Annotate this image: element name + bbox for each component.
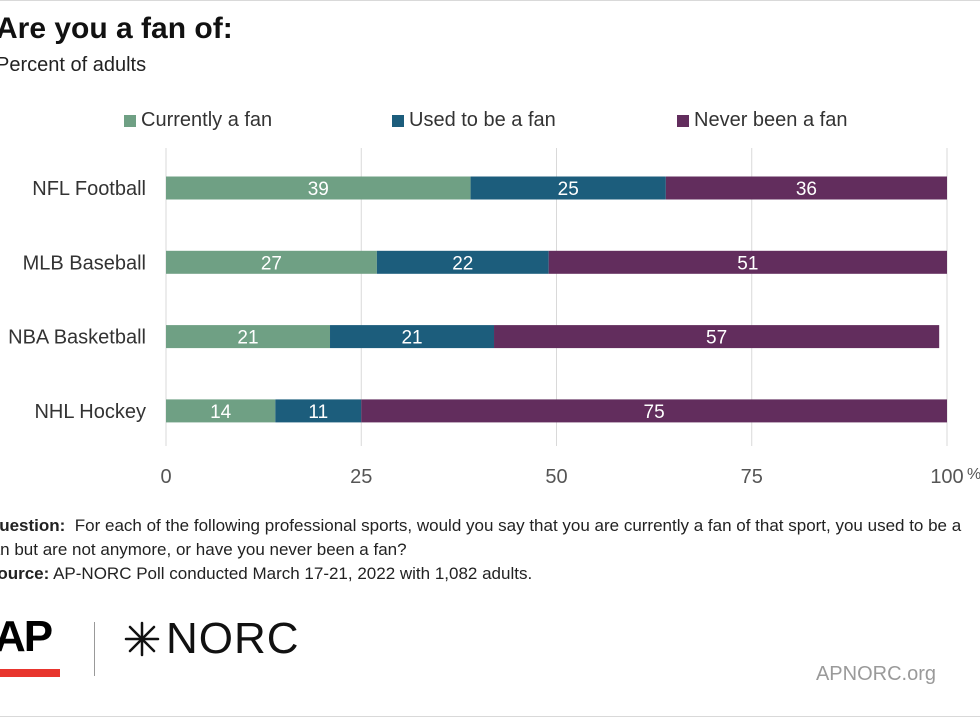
bar-segment bbox=[494, 325, 940, 349]
chart-notes: Question: For each of the following prof… bbox=[0, 514, 980, 586]
question-note: Question: For each of the following prof… bbox=[0, 514, 980, 562]
bar-segment bbox=[330, 325, 495, 349]
ap-logo: AP bbox=[0, 612, 53, 661]
norc-star-icon bbox=[124, 621, 160, 657]
logo-divider bbox=[94, 622, 95, 676]
x-axis-unit: % bbox=[967, 466, 980, 483]
legend-swatch-never bbox=[677, 114, 689, 127]
x-tick-label: 100 bbox=[930, 466, 963, 488]
bar-segment bbox=[376, 250, 549, 274]
x-tick-label: 75 bbox=[741, 466, 763, 488]
bar-segment bbox=[166, 325, 331, 349]
bar-segment bbox=[275, 399, 362, 423]
bar-segment bbox=[166, 399, 276, 423]
bar-segment bbox=[166, 250, 377, 274]
source-label: Source: bbox=[0, 564, 50, 583]
data-label: 21 bbox=[237, 328, 258, 349]
data-label: 51 bbox=[737, 253, 758, 274]
bar-segment bbox=[665, 176, 947, 200]
source-note: Source: AP-NORC Poll conducted March 17-… bbox=[0, 562, 980, 586]
data-label: 14 bbox=[210, 402, 232, 423]
bar-segment bbox=[166, 176, 471, 200]
source-text: AP-NORC Poll conducted March 17-21, 2022… bbox=[53, 564, 533, 583]
chart-title: Are you a fan of: bbox=[0, 12, 233, 45]
ap-logo-bar bbox=[0, 669, 60, 677]
norc-logo-text: NORC bbox=[166, 614, 300, 663]
bar-segment bbox=[361, 399, 947, 423]
top-rule bbox=[0, 0, 980, 1]
data-label: 75 bbox=[644, 402, 665, 423]
data-label: 36 bbox=[796, 179, 817, 200]
x-tick-label: 50 bbox=[545, 466, 567, 488]
data-label: 11 bbox=[308, 402, 328, 423]
category-label: NFL Football bbox=[32, 178, 146, 200]
stacked-bar-chart: 0 25 50 75 100 % NFL Football 39 25 36 MLB Basebal… bbox=[8, 148, 980, 488]
data-label: 22 bbox=[452, 253, 473, 274]
category-label: MLB Baseball bbox=[23, 252, 146, 274]
data-label: 21 bbox=[401, 328, 422, 349]
category-label: NHL Hockey bbox=[34, 401, 146, 423]
data-label: 27 bbox=[261, 253, 282, 274]
legend-label-never: Never been a fan bbox=[694, 109, 848, 131]
bar-segment bbox=[548, 250, 947, 274]
site-link[interactable]: APNORC.org bbox=[815, 663, 936, 685]
x-tick-label: 0 bbox=[160, 466, 171, 488]
legend-item-used-to-be: Used to be a fan bbox=[392, 109, 556, 132]
data-label: 57 bbox=[706, 328, 727, 349]
legend-item-currently: Currently a fan bbox=[124, 109, 272, 132]
category-label: NBA Basketball bbox=[8, 327, 146, 349]
legend-label-used-to-be: Used to be a fan bbox=[409, 109, 556, 131]
question-label: Question: bbox=[0, 516, 66, 535]
legend-item-never: Never been a fan bbox=[677, 109, 847, 132]
chart-subtitle: Percent of adults bbox=[0, 54, 147, 76]
norc-logo: NORC bbox=[122, 614, 300, 664]
bar-segment bbox=[470, 176, 666, 200]
legend-swatch-used-to-be bbox=[392, 114, 404, 127]
legend-label-currently: Currently a fan bbox=[141, 109, 273, 131]
data-label: 39 bbox=[308, 179, 329, 200]
question-text: For each of the following professional s… bbox=[0, 516, 962, 559]
legend-swatch-currently bbox=[124, 114, 136, 127]
bottom-rule bbox=[0, 716, 980, 717]
data-label: 25 bbox=[558, 179, 579, 200]
x-tick-label: 25 bbox=[350, 466, 372, 488]
